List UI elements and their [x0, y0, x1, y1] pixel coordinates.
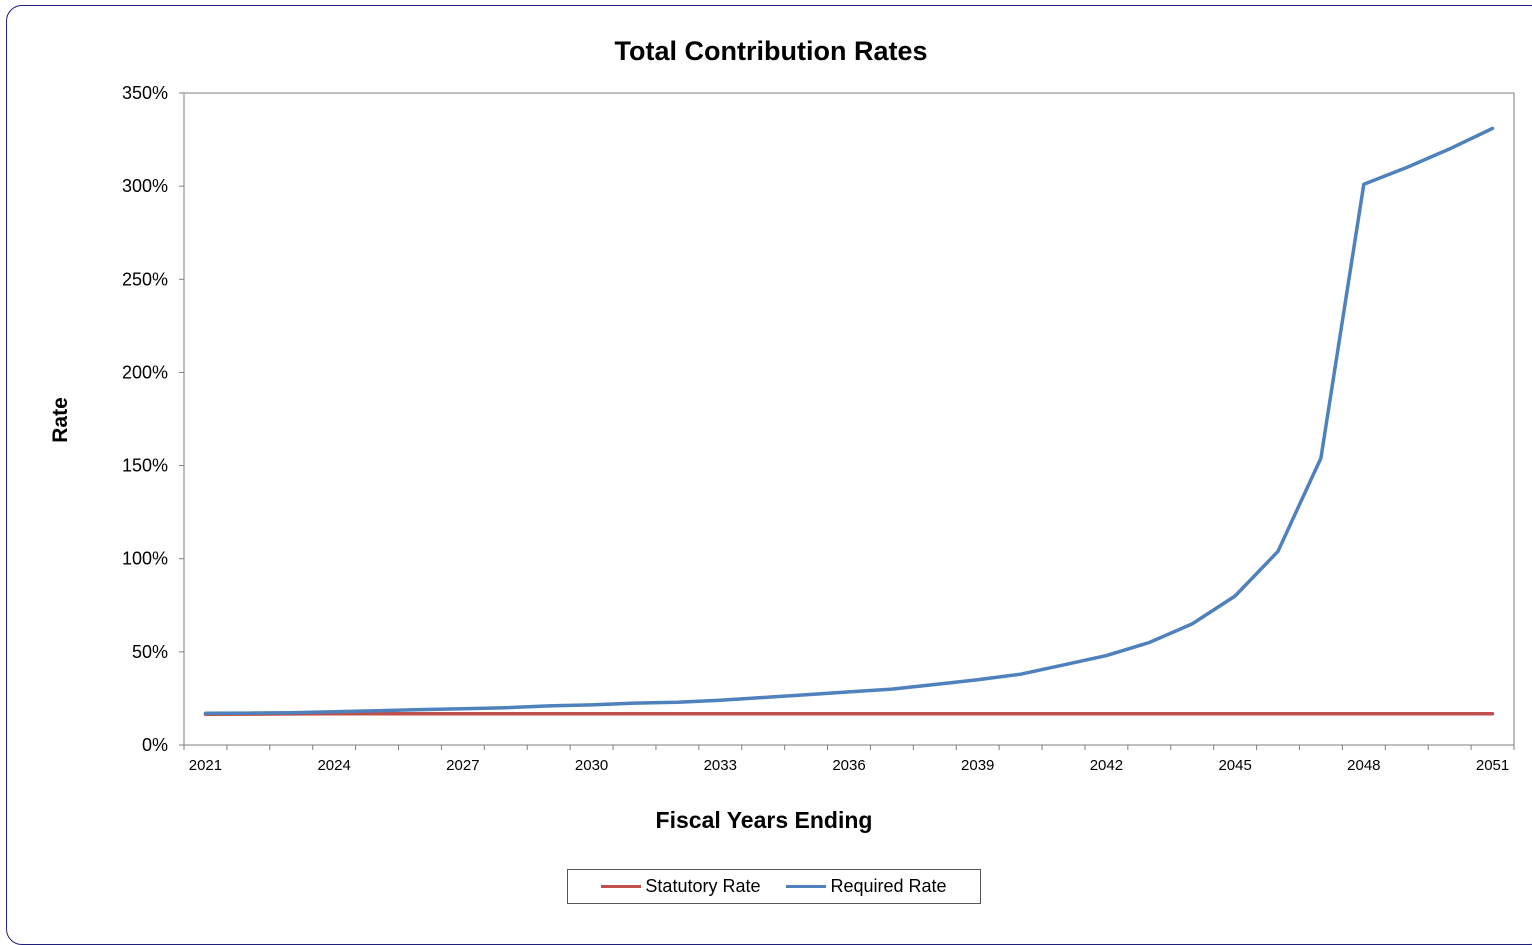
x-tick-label: 2033 — [704, 757, 737, 774]
y-tick-label: 50% — [132, 642, 168, 662]
y-tick-label: 0% — [142, 735, 168, 755]
x-tick-label: 2021 — [189, 757, 222, 774]
x-tick-label: 2024 — [317, 757, 350, 774]
legend-item-required: Required Rate — [786, 876, 946, 897]
legend: Statutory Rate Required Rate — [567, 869, 981, 904]
x-tick-label: 2039 — [961, 757, 994, 774]
series-line-statutory-rate — [206, 714, 1493, 715]
y-axis-title: Rate — [49, 397, 72, 443]
y-tick-label: 100% — [122, 549, 168, 569]
x-tick-label: 2042 — [1090, 757, 1123, 774]
y-tick-label: 150% — [122, 456, 168, 476]
x-tick-label: 2048 — [1347, 757, 1380, 774]
legend-swatch-required — [786, 885, 826, 888]
line-chart: Total Contribution Rates Rate Fiscal Yea… — [0, 0, 1532, 912]
plot-border — [184, 93, 1514, 745]
legend-swatch-statutory — [601, 885, 641, 888]
legend-item-statutory: Statutory Rate — [601, 876, 760, 897]
series-line-required-rate — [206, 128, 1493, 713]
x-tick-label: 2045 — [1218, 757, 1251, 774]
y-tick-label: 200% — [122, 362, 168, 382]
legend-label-required: Required Rate — [830, 876, 946, 897]
x-axis-title: Fiscal Years Ending — [656, 807, 873, 833]
x-tick-label: 2036 — [832, 757, 865, 774]
y-tick-label: 300% — [122, 176, 168, 196]
x-tick-label: 2051 — [1476, 757, 1509, 774]
x-tick-label: 2027 — [446, 757, 479, 774]
plot-area: 0% 50% 100% 150% 200% 250% 300% 350% 2021 2024 202… — [122, 83, 1514, 774]
x-tick-label: 2030 — [575, 757, 608, 774]
y-tick-label: 350% — [122, 83, 168, 103]
y-tick-label: 250% — [122, 269, 168, 289]
legend-label-statutory: Statutory Rate — [645, 876, 760, 897]
chart-title: Total Contribution Rates — [615, 36, 928, 66]
